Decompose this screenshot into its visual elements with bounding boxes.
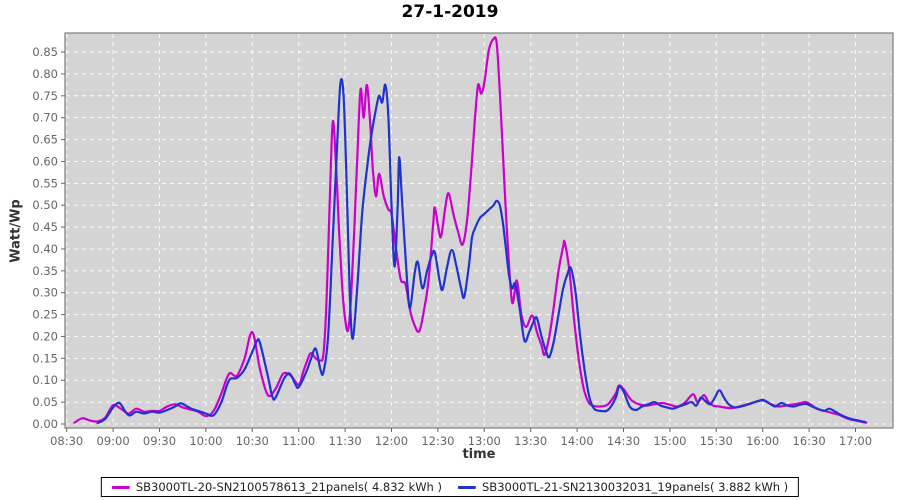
chart-canvas: 0.00 0.05 0.10 0.15 0.20 0.25 0.30 0.35 0.40 0.45… [32,32,894,448]
x-tick-label: 12:00 [375,434,408,448]
x-tick-label: 11:30 [329,434,362,448]
x-tick-label: 16:30 [793,434,826,448]
y-tick-label: 0.55 [32,176,58,190]
x-tick-label: 12:30 [421,434,454,448]
x-tick-label: 09:30 [143,434,176,448]
legend-box: SB3000TL-20-SN2100578613_21panels( 4.832… [100,477,800,497]
legend-label: SB3000TL-20-SN2100578613_21panels( 4.832… [135,480,442,494]
legend-label: SB3000TL-21-SN2130032031_19panels( 3.882… [482,480,789,494]
y-tick-label: 0.20 [32,329,58,343]
x-tick-label: 16:00 [746,434,779,448]
y-tick-label: 0.50 [32,198,58,212]
y-tick-label: 0.75 [32,89,58,103]
y-tick-label: 0.10 [32,373,58,387]
y-tick-label: 0.65 [32,133,58,147]
legend-line-swatch-magenta [111,485,130,489]
plot-area [64,32,894,429]
y-tick-label: 0.80 [32,67,58,81]
series-line-0 [73,36,868,424]
x-tick-label: 13:00 [468,434,501,448]
y-tick-label: 0.40 [32,242,58,256]
y-tick-label: 0.30 [32,286,58,300]
x-tick-label: 15:30 [700,434,733,448]
y-tick-label: 0.35 [32,264,58,278]
x-axis-label: time [462,447,496,462]
y-tick-label: 0.05 [32,395,58,409]
x-tick-label: 14:00 [561,434,594,448]
y-tick-label: 0.00 [32,417,58,431]
y-tick-label: 0.85 [32,45,58,59]
x-tick-label: 09:00 [97,434,130,448]
x-tick-label: 13:30 [514,434,547,448]
x-tick-label: 08:30 [50,434,83,448]
y-tick-label: 0.45 [32,220,58,234]
series-line-1 [96,78,866,425]
x-tick-label: 10:00 [189,434,222,448]
legend-line-swatch-blue [458,485,476,489]
y-tick-label: 0.70 [32,111,58,125]
chart-title: 27-1-2019 [401,2,499,22]
legend-item-inverter-21: SB3000TL-21-SN2130032031_19panels( 3.882… [458,480,788,494]
y-tick-label: 0.60 [32,154,58,168]
x-tick-label: 15:00 [653,434,686,448]
legend-item-inverter-20: SB3000TL-20-SN2100578613_21panels( 4.832… [111,480,442,494]
x-tick-label: 10:30 [236,434,269,448]
y-tick-label: 0.25 [32,308,58,322]
x-tick-label: 14:30 [607,434,640,448]
x-tick-label: 17:00 [839,434,872,448]
x-tick-label: 11:00 [282,434,315,448]
y-tick-label: 0.15 [32,351,58,365]
